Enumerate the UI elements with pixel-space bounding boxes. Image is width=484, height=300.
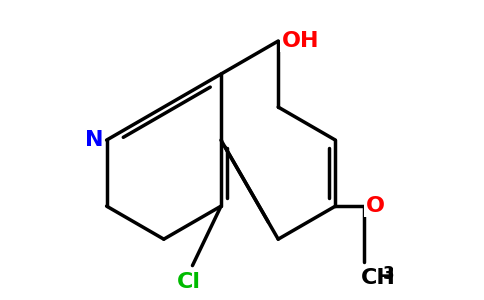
Text: N: N xyxy=(85,130,103,150)
Text: 3: 3 xyxy=(383,265,394,283)
Text: OH: OH xyxy=(282,31,319,51)
Text: Cl: Cl xyxy=(177,272,201,292)
Text: O: O xyxy=(365,196,384,216)
Text: CH: CH xyxy=(361,268,396,288)
